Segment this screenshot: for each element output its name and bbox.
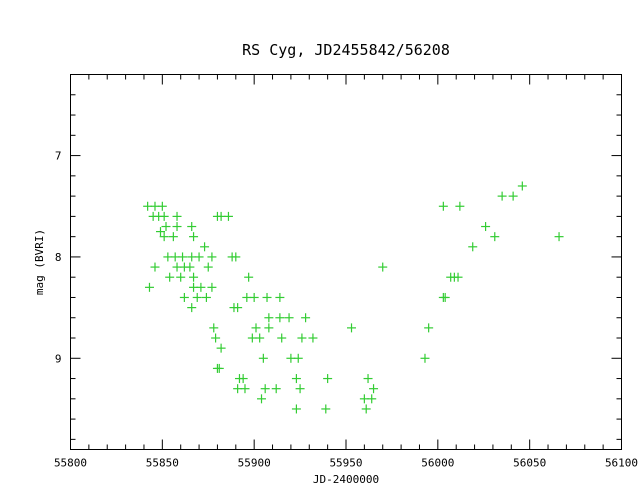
data-point — [159, 232, 169, 242]
data-point — [481, 222, 491, 232]
data-point — [293, 353, 303, 363]
data-point — [347, 323, 357, 333]
data-point — [185, 262, 195, 272]
data-point — [196, 282, 206, 292]
y-axis-label: mag (BVRI) — [33, 229, 46, 295]
data-point — [209, 323, 219, 333]
data-point — [238, 374, 248, 384]
data-point — [187, 222, 197, 232]
data-point — [363, 374, 373, 384]
x-axis-label: JD-2400000 — [313, 473, 379, 486]
x-tick-label: 56050 — [513, 457, 546, 470]
y-tick-label: 7 — [55, 150, 62, 163]
data-point — [453, 272, 463, 282]
data-point — [201, 292, 211, 302]
data-point — [150, 262, 160, 272]
data-point — [284, 313, 294, 323]
data-point — [367, 394, 377, 404]
x-tick-label: 55900 — [238, 457, 271, 470]
data-point — [455, 201, 465, 211]
data-point — [260, 384, 270, 394]
data-point — [420, 353, 430, 363]
data-point — [468, 242, 478, 252]
data-point — [155, 227, 165, 237]
data-point — [440, 292, 450, 302]
data-point — [323, 374, 333, 384]
data-point — [144, 282, 154, 292]
data-point — [207, 252, 217, 262]
chart-title: RS Cyg, JD2455842/56208 — [242, 41, 450, 59]
data-point — [233, 303, 243, 313]
data-point — [275, 292, 285, 302]
data-point — [264, 323, 274, 333]
x-tick-label: 55950 — [329, 457, 362, 470]
data-point — [244, 272, 254, 282]
data-points — [143, 181, 564, 414]
data-point — [192, 292, 202, 302]
x-tick-label: 55850 — [146, 457, 179, 470]
data-point — [207, 282, 217, 292]
y-axis-ticks: 7 8 9 — [55, 74, 622, 440]
data-point — [490, 232, 500, 242]
data-point — [255, 333, 265, 343]
data-point — [203, 262, 213, 272]
data-point — [257, 394, 267, 404]
data-point — [361, 404, 371, 414]
data-point — [378, 262, 388, 272]
data-point — [189, 272, 199, 282]
data-point — [258, 353, 268, 363]
data-point — [178, 252, 188, 262]
data-point — [369, 384, 379, 394]
data-point — [497, 191, 507, 201]
x-tick-label: 56000 — [421, 457, 454, 470]
data-point — [172, 222, 182, 232]
data-point — [275, 313, 285, 323]
data-point — [159, 211, 169, 221]
data-point — [295, 384, 305, 394]
x-axis-ticks: 55800 55850 55900 55950 56000 56050 56100 — [54, 74, 638, 470]
data-point — [438, 201, 448, 211]
y-tick-label: 8 — [55, 251, 62, 264]
data-point — [264, 313, 274, 323]
data-point — [249, 292, 259, 302]
data-point — [251, 323, 261, 333]
data-point — [240, 384, 250, 394]
data-point — [231, 252, 241, 262]
data-point — [301, 313, 311, 323]
data-point — [179, 292, 189, 302]
data-point — [291, 374, 301, 384]
data-point — [271, 384, 281, 394]
data-point — [517, 181, 527, 191]
data-point — [157, 201, 167, 211]
data-point — [189, 232, 199, 242]
data-point — [176, 272, 186, 282]
data-point — [168, 232, 178, 242]
data-point — [216, 343, 226, 353]
y-tick-label: 9 — [55, 352, 62, 365]
data-point — [297, 333, 307, 343]
data-point — [277, 333, 287, 343]
x-tick-label: 55800 — [54, 457, 87, 470]
data-point — [223, 211, 233, 221]
plot-frame — [70, 74, 622, 450]
data-point — [211, 333, 221, 343]
x-tick-label: 56100 — [605, 457, 638, 470]
data-point — [172, 211, 182, 221]
data-point — [321, 404, 331, 414]
data-point — [308, 333, 318, 343]
data-point — [165, 272, 175, 282]
data-point — [508, 191, 518, 201]
data-point — [187, 303, 197, 313]
data-point — [554, 232, 564, 242]
data-point — [194, 252, 204, 262]
data-point — [291, 404, 301, 414]
data-point — [214, 363, 224, 373]
data-point — [262, 292, 272, 302]
data-point — [161, 222, 171, 232]
data-point — [424, 323, 434, 333]
data-point — [200, 242, 210, 252]
